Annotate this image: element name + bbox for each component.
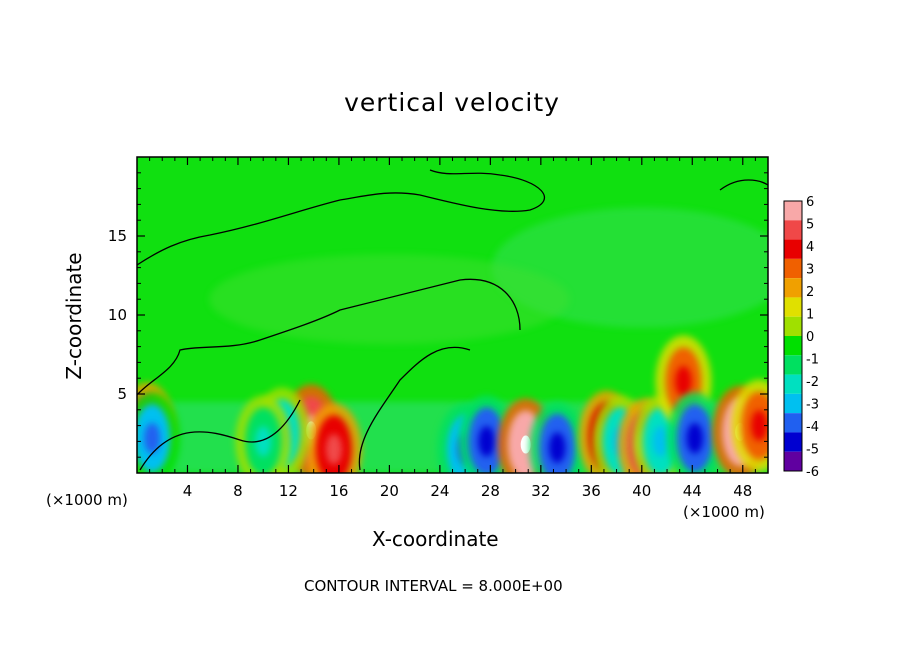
contour-interval-note: CONTOUR INTERVAL = 8.000E+00 bbox=[304, 577, 563, 595]
y-tick-label: 5 bbox=[117, 385, 127, 403]
y-tick-label: 15 bbox=[108, 227, 127, 245]
colorbar-label: 2 bbox=[806, 285, 814, 300]
x-tick-label: 4 bbox=[183, 482, 193, 500]
colorbar-label: -4 bbox=[806, 420, 819, 435]
colorbar-label: 5 bbox=[806, 218, 814, 233]
colorbar-band bbox=[784, 258, 802, 279]
contour-line bbox=[137, 278, 521, 396]
colorbar-band bbox=[784, 278, 802, 298]
contour-line bbox=[137, 169, 545, 266]
field-cell-core bbox=[144, 422, 161, 454]
colorbar-label: -2 bbox=[806, 375, 819, 390]
colorbar-label: 4 bbox=[806, 240, 814, 255]
field-band bbox=[209, 254, 570, 345]
colorbar-label: -6 bbox=[806, 465, 819, 480]
colorbar-band bbox=[784, 239, 802, 259]
colorbar-label: 3 bbox=[806, 263, 814, 278]
colorbar-label: -1 bbox=[806, 353, 819, 368]
x-tick-label: 44 bbox=[683, 482, 702, 500]
colorbar-label: 1 bbox=[806, 308, 814, 323]
colorbar-band bbox=[784, 201, 802, 221]
field-cell-core bbox=[652, 426, 669, 457]
colorbar-label: -5 bbox=[806, 443, 819, 458]
colorbar-band bbox=[784, 220, 802, 240]
colorbar-band bbox=[784, 355, 802, 375]
field-cell-core bbox=[751, 410, 768, 441]
field-cell-core bbox=[686, 422, 703, 454]
contour-line bbox=[139, 399, 301, 471]
x-tick-label: 24 bbox=[430, 482, 449, 500]
x-tick-label: 12 bbox=[279, 482, 298, 500]
contour-line bbox=[358, 346, 471, 471]
y-tick-label: 10 bbox=[108, 306, 127, 324]
x-tick-label: 48 bbox=[733, 482, 752, 500]
contour-line bbox=[719, 179, 768, 191]
x-unit-label-left: (×1000 m) bbox=[46, 491, 128, 509]
x-tick-label: 40 bbox=[632, 482, 651, 500]
x-tick-label: 32 bbox=[531, 482, 550, 500]
x-tick-label: 20 bbox=[380, 482, 399, 500]
x-tick-label: 36 bbox=[582, 482, 601, 500]
colorbar-label: -3 bbox=[806, 398, 819, 413]
colorbar-band bbox=[784, 413, 802, 433]
colorbar-label: 6 bbox=[806, 195, 814, 210]
colorbar-band bbox=[784, 432, 802, 452]
field-cell-core bbox=[675, 366, 692, 397]
field-cell-peak bbox=[520, 435, 531, 454]
chart-title: vertical velocity bbox=[344, 88, 560, 117]
colorbar-band bbox=[784, 336, 802, 356]
field-cell-core bbox=[255, 426, 272, 457]
colorbar-band bbox=[784, 316, 802, 336]
colorbar-band bbox=[784, 374, 802, 394]
field-cell-core bbox=[325, 434, 342, 465]
field-cell-core bbox=[549, 432, 566, 464]
field-cell-core bbox=[478, 426, 495, 457]
colorbar-band bbox=[784, 393, 802, 414]
colorbar-band bbox=[784, 297, 802, 317]
x-tick-label: 28 bbox=[481, 482, 500, 500]
colorbar-label: 0 bbox=[806, 330, 814, 345]
x-tick-label: 8 bbox=[233, 482, 243, 500]
colorbar-frame bbox=[783, 200, 803, 472]
x-axis-label: X-coordinate bbox=[372, 527, 499, 551]
colorbar-band bbox=[784, 451, 802, 471]
x-unit-label-right: (×1000 m) bbox=[683, 503, 765, 521]
x-tick-label: 16 bbox=[329, 482, 348, 500]
